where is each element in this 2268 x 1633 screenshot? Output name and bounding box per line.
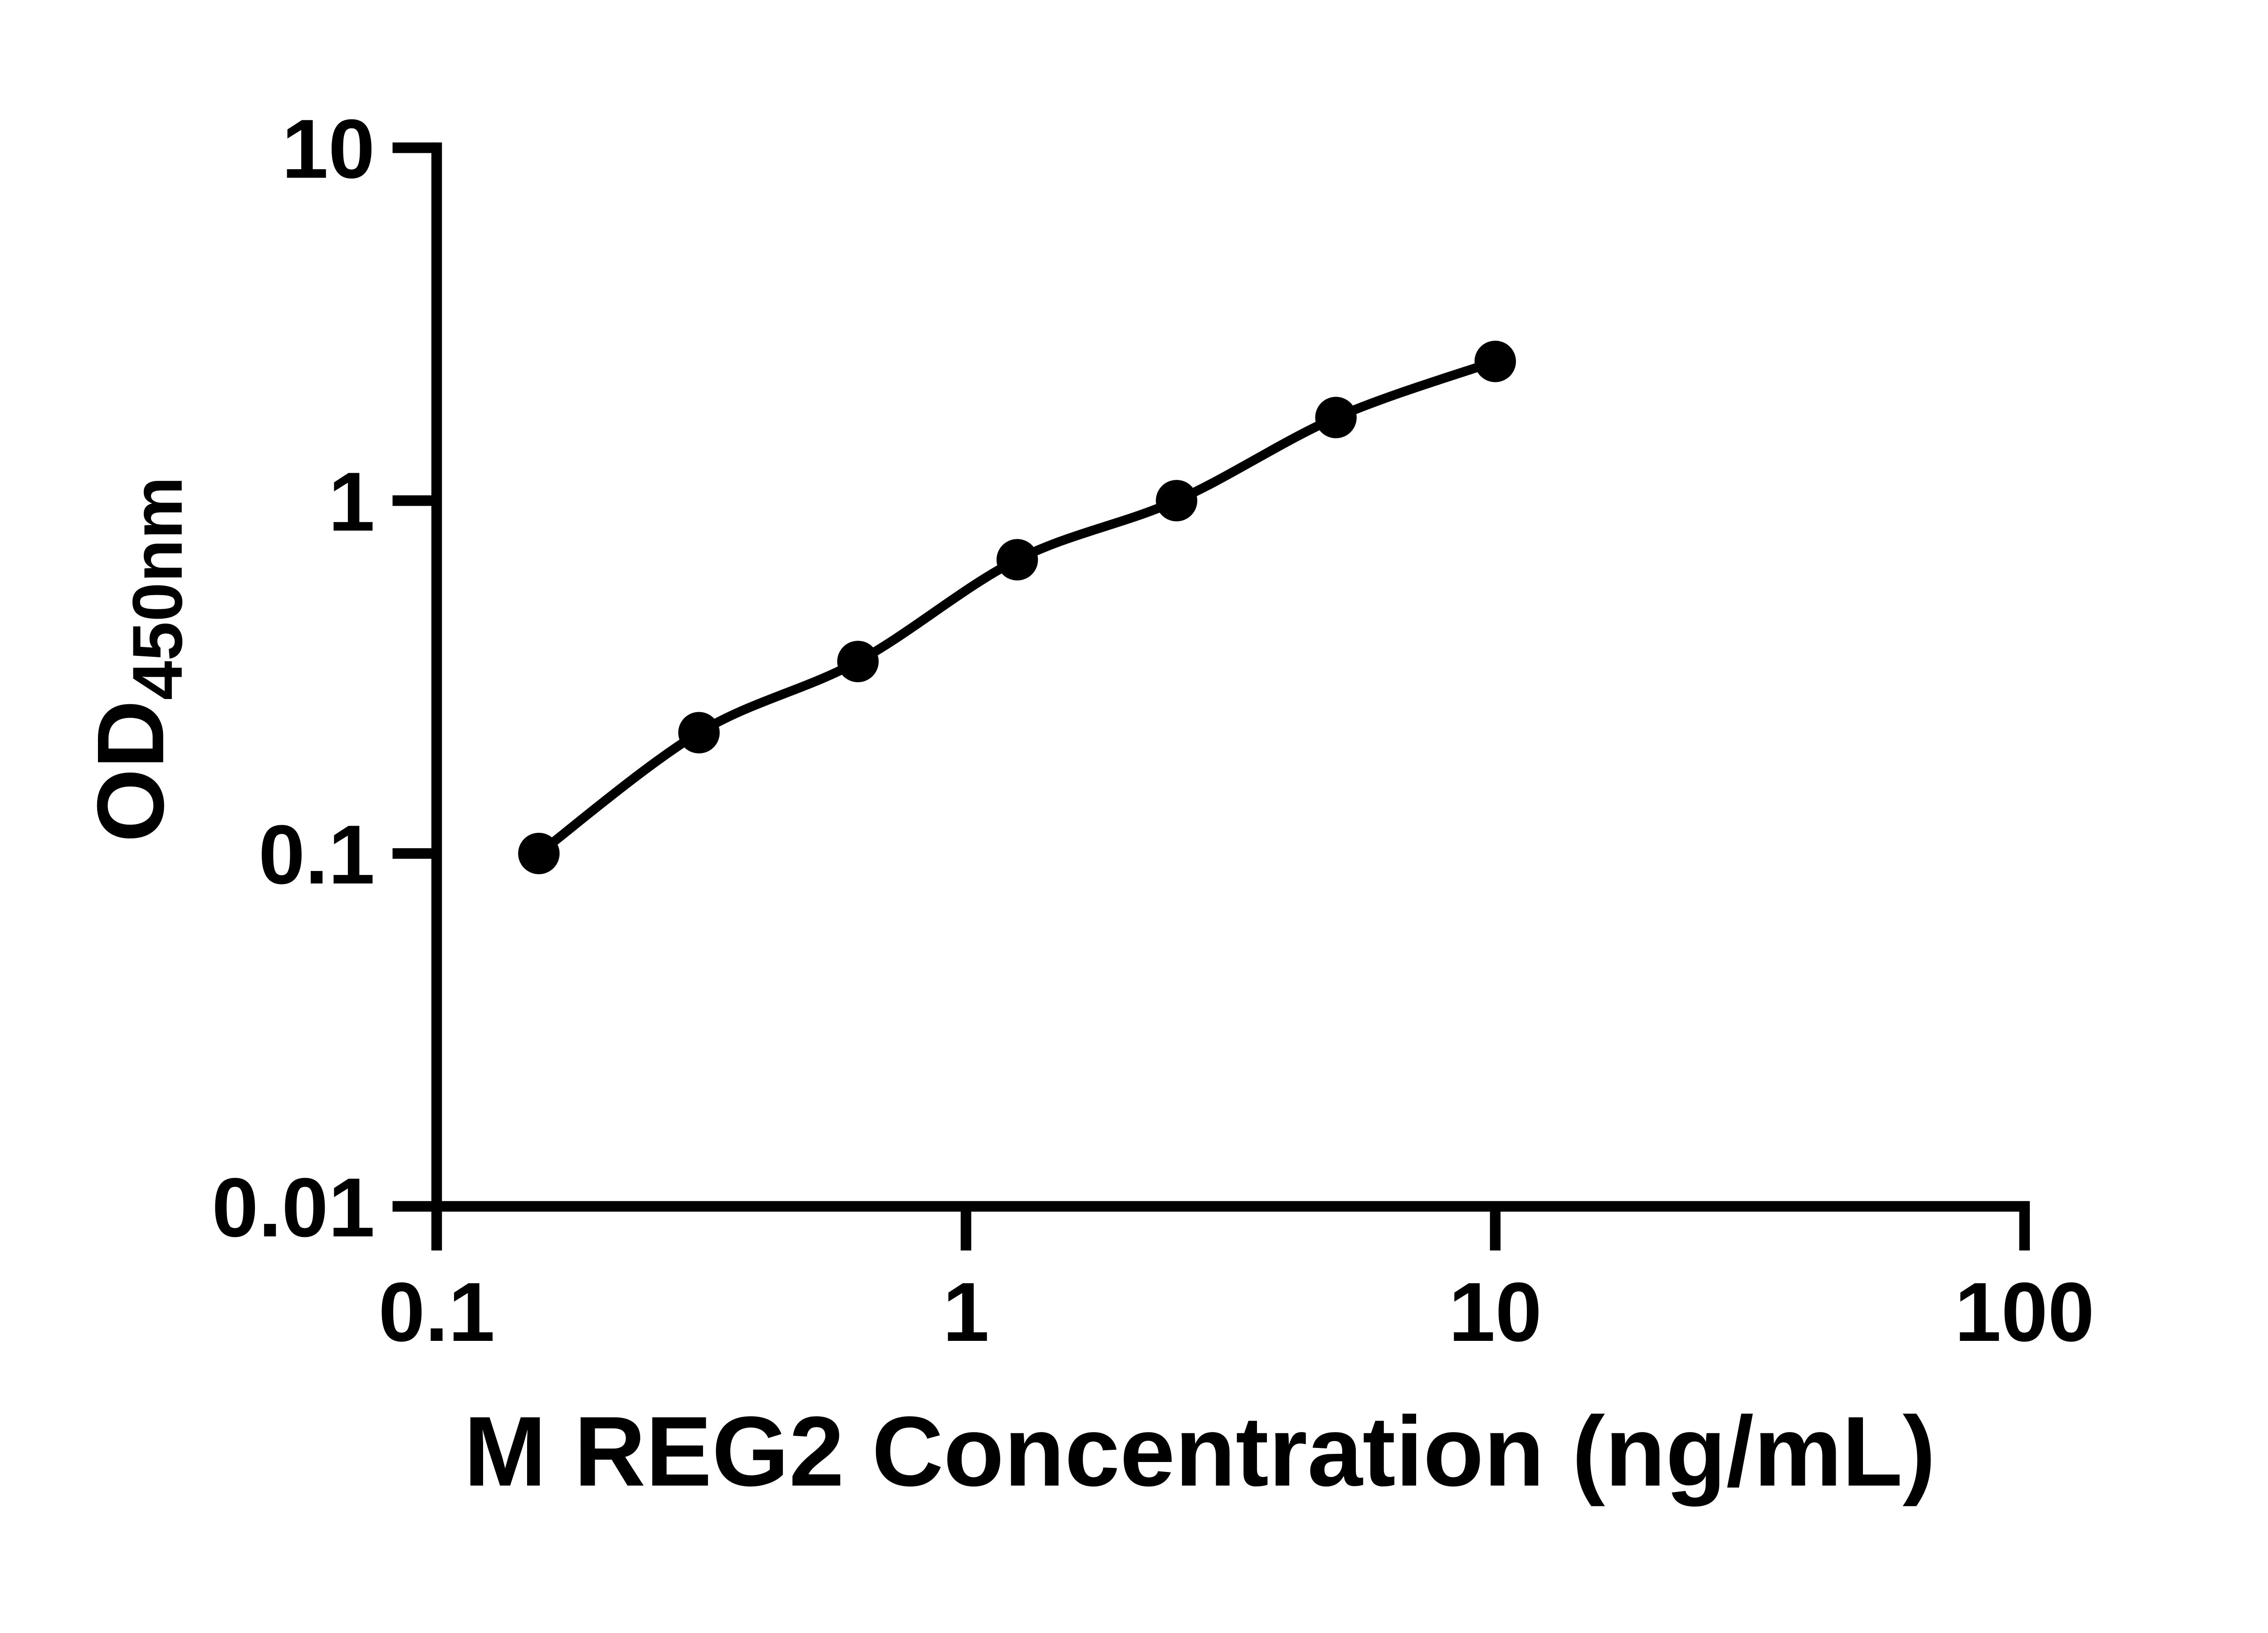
x-axis-title: M REG2 Concentration (ng/mL) [464, 1396, 1936, 1507]
data-point [1156, 479, 1198, 522]
data-point [837, 640, 879, 682]
data-points [518, 341, 1516, 875]
x-tick-label: 1 [943, 1266, 989, 1359]
x-tick [1490, 1206, 1501, 1251]
x-tick [960, 1206, 972, 1251]
data-point [1474, 341, 1516, 382]
x-tick-labels: 0.1 1 10 100 [378, 1266, 2094, 1359]
y-axis-title: OD450nm [78, 476, 197, 842]
y-tick-label: 1 [328, 455, 375, 549]
x-tick [2019, 1206, 2030, 1251]
data-point [518, 832, 560, 875]
y-tick [392, 142, 437, 153]
x-ticks [431, 1206, 2030, 1251]
y-tick [392, 495, 437, 506]
data-point [1315, 396, 1357, 439]
standard-curve-series [518, 341, 1516, 875]
y-axis-title-main: OD [78, 700, 184, 842]
x-axis: 0.1 1 10 100 [378, 1201, 2094, 1359]
y-tick-label: 10 [282, 103, 375, 196]
x-tick-label: 100 [1955, 1266, 2094, 1359]
y-axis-line [431, 142, 442, 1212]
elisa-standard-curve-figure: 0.01 0.1 1 10 0.1 1 10 100 OD450nm M REG2 Conc… [0, 0, 2268, 1588]
y-ticks [392, 142, 437, 1212]
chart-background [0, 0, 2268, 1588]
data-point [678, 712, 720, 753]
x-tick-label: 0.1 [378, 1266, 495, 1359]
x-tick-label: 10 [1449, 1266, 1542, 1359]
y-tick [392, 1201, 437, 1212]
y-axis: 0.01 0.1 1 10 [212, 103, 442, 1255]
y-tick-labels: 0.01 0.1 1 10 [212, 103, 375, 1255]
y-tick-label: 0.1 [259, 808, 375, 902]
x-axis-line [431, 1201, 2030, 1212]
y-axis-title-subscript: 450nm [118, 476, 197, 700]
x-tick [431, 1206, 442, 1251]
y-tick-label: 0.01 [212, 1161, 375, 1255]
y-tick [392, 848, 437, 859]
data-point [996, 539, 1038, 581]
